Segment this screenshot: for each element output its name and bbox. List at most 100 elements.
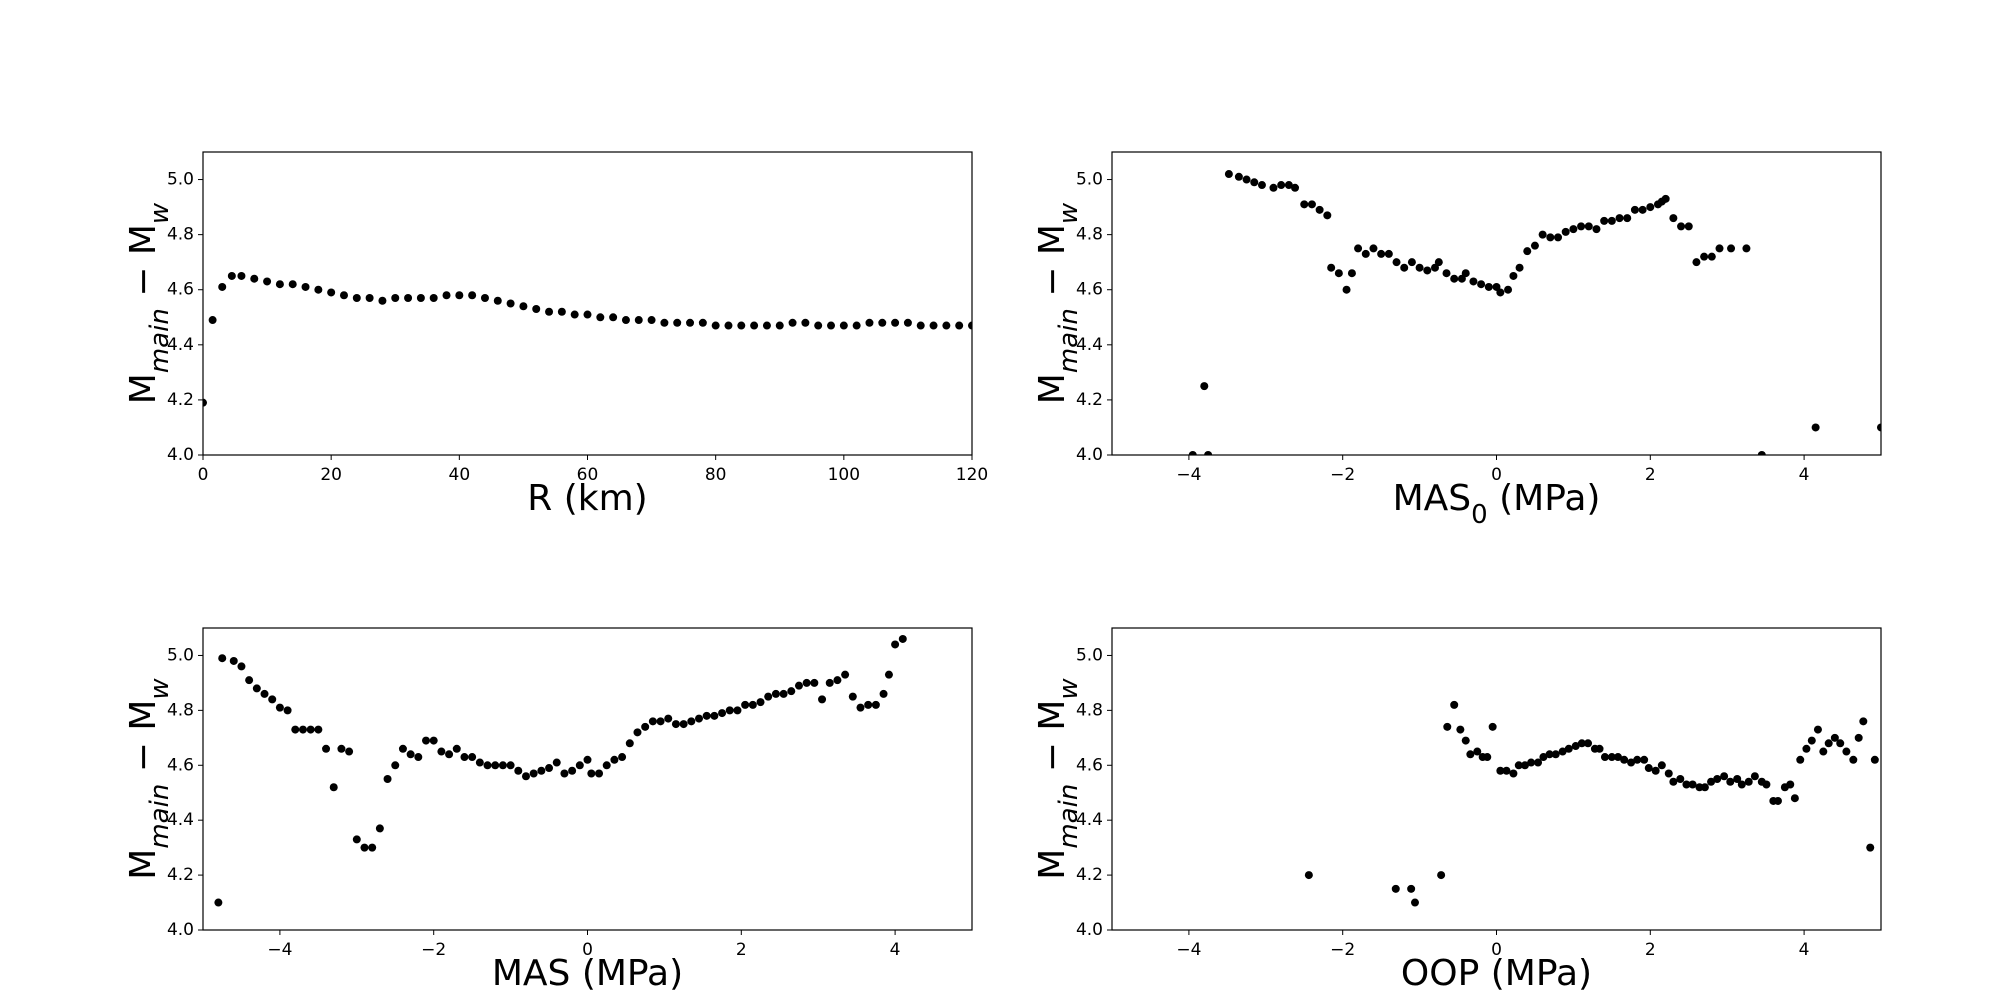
- point: [506, 761, 515, 770]
- label-part: M: [1032, 849, 1073, 880]
- point: [1361, 249, 1370, 258]
- point: [864, 700, 873, 709]
- label-part: − M: [123, 700, 164, 784]
- point: [214, 898, 223, 907]
- point: [352, 293, 361, 302]
- x-tick-label: 80: [705, 465, 727, 485]
- point: [452, 744, 461, 753]
- point: [422, 736, 431, 745]
- point: [1423, 266, 1432, 275]
- label-subscript: w: [145, 678, 175, 700]
- point: [1400, 263, 1409, 272]
- point: [398, 744, 407, 753]
- point: [1392, 258, 1401, 267]
- point: [1584, 222, 1593, 231]
- y-axis-label: Mmain − Mw: [1032, 678, 1084, 880]
- point: [1707, 777, 1716, 786]
- axes-frame: [1111, 627, 1882, 931]
- point: [429, 293, 438, 302]
- point: [314, 725, 323, 734]
- x-tick-label: 4: [890, 940, 901, 960]
- point: [929, 321, 938, 330]
- point: [1657, 761, 1666, 770]
- point: [1534, 758, 1543, 767]
- point: [314, 285, 323, 294]
- point: [1614, 753, 1623, 762]
- point: [570, 310, 579, 319]
- point: [442, 291, 451, 300]
- point: [1661, 194, 1670, 203]
- point: [1515, 263, 1524, 272]
- point: [375, 824, 384, 833]
- point: [903, 318, 912, 327]
- point: [1291, 183, 1300, 192]
- point: [1676, 775, 1685, 783]
- label-subscript: main: [145, 308, 175, 373]
- point: [610, 755, 619, 764]
- point: [595, 769, 604, 778]
- point: [1744, 777, 1753, 786]
- point: [1830, 733, 1839, 742]
- point: [771, 689, 780, 698]
- y-tick-label: 4.0: [167, 920, 194, 940]
- point: [1434, 258, 1443, 267]
- point: [1684, 222, 1693, 231]
- point: [1269, 183, 1278, 192]
- point: [1811, 423, 1820, 432]
- y-tick-label: 4.4: [1076, 810, 1103, 830]
- point: [337, 744, 346, 753]
- point: [1407, 258, 1416, 267]
- point: [237, 662, 246, 671]
- point: [891, 640, 900, 649]
- axes-frame: [202, 627, 973, 931]
- point: [1469, 277, 1478, 286]
- x-tick-label: −2: [421, 940, 446, 960]
- point: [1466, 750, 1475, 759]
- point: [609, 313, 618, 322]
- point: [841, 670, 850, 679]
- point: [1620, 755, 1629, 764]
- point: [1347, 269, 1356, 278]
- point: [404, 293, 413, 302]
- subplot: −4 −2 0 2 4 4.0 4.2 4.4 4.6 4.8 5.0 OOP (MPa) Mmain …: [1032, 627, 1882, 994]
- y-tick-label: 4.2: [167, 390, 194, 410]
- x-axis-label: MAS0 (MPa): [1393, 478, 1601, 530]
- point: [733, 706, 742, 715]
- x-tick-label: 4: [1799, 940, 1810, 960]
- point: [741, 700, 750, 709]
- y-tick-label: 4.4: [167, 810, 194, 830]
- point: [633, 728, 642, 737]
- point: [275, 703, 284, 712]
- label-subscript: w: [1054, 202, 1084, 224]
- x-tick-label: −2: [1330, 940, 1355, 960]
- point: [1277, 181, 1286, 190]
- point: [1877, 423, 1881, 432]
- point: [245, 676, 254, 685]
- point: [291, 725, 300, 734]
- point: [1477, 280, 1486, 289]
- point: [1600, 753, 1609, 762]
- point: [1415, 263, 1424, 272]
- point: [260, 689, 269, 698]
- label-part: M: [123, 849, 164, 880]
- y-tick-label: 4.8: [1076, 225, 1103, 245]
- label-part: − M: [123, 224, 164, 308]
- point: [1577, 739, 1586, 748]
- point: [1688, 780, 1697, 789]
- y-tick-label: 4.6: [167, 280, 194, 300]
- y-tick-label: 4.8: [1076, 700, 1103, 720]
- point: [1442, 269, 1451, 278]
- point: [1496, 288, 1505, 297]
- y-tick-label: 4.2: [1076, 390, 1103, 410]
- point: [1539, 753, 1548, 762]
- point: [1342, 285, 1351, 294]
- point: [891, 318, 900, 327]
- point: [208, 316, 217, 325]
- point: [252, 684, 261, 693]
- point: [1866, 843, 1875, 852]
- point: [1484, 282, 1493, 291]
- x-tick-label: 40: [449, 465, 471, 485]
- point: [779, 689, 788, 698]
- x-tick-label: 2: [1645, 465, 1656, 485]
- x-tick-label: 20: [320, 465, 342, 485]
